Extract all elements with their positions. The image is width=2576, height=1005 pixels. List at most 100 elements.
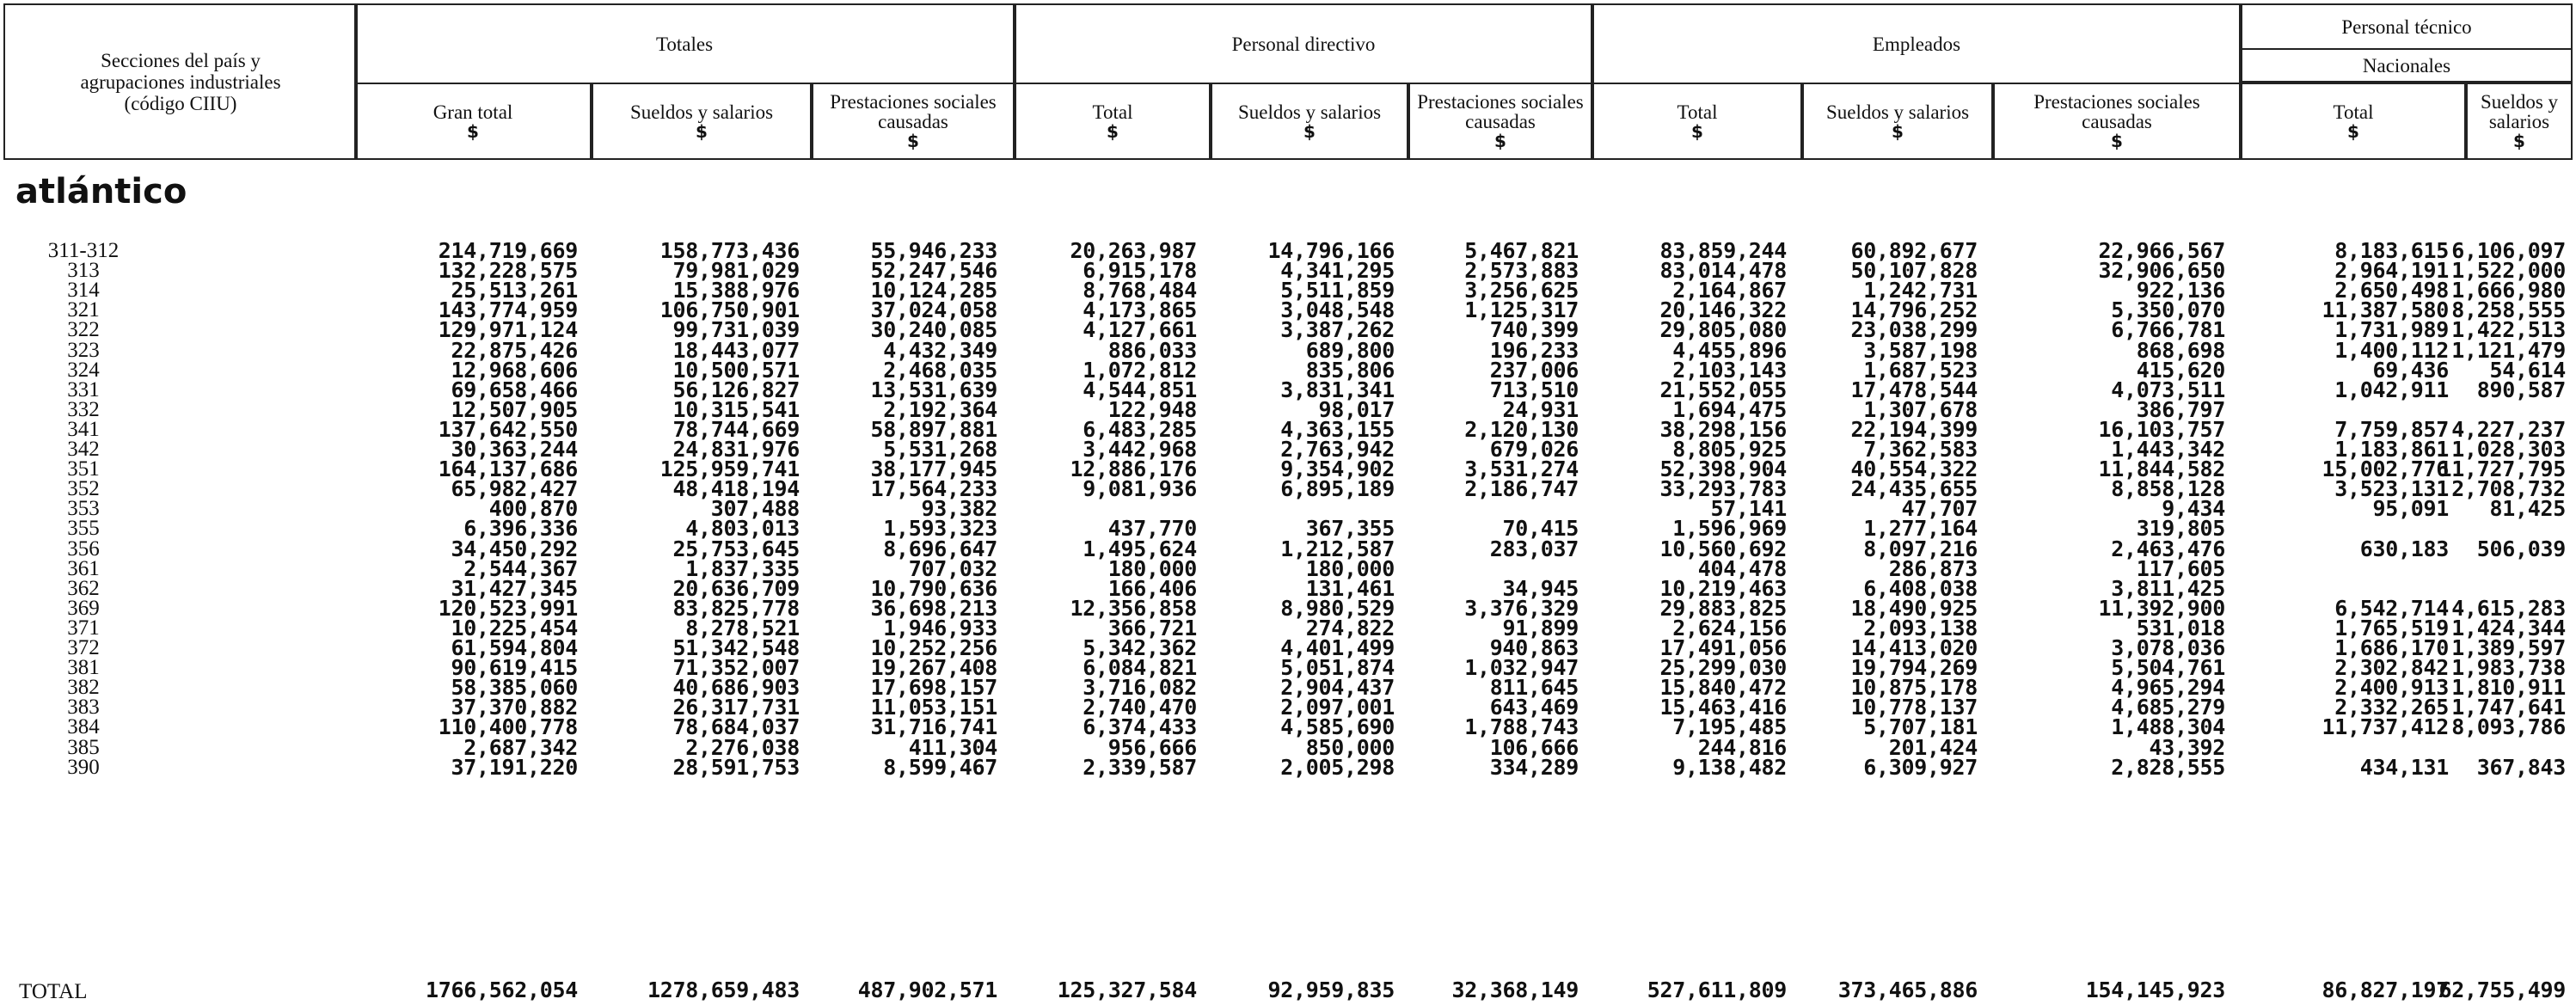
table-cell: 5,707,181 xyxy=(1863,714,1978,740)
table-cell: 404,478 xyxy=(1697,555,1788,581)
table-row: 352 65,982,427 48,418,194 17,564,233 9,081,9… xyxy=(0,476,2576,502)
table-cell: 2,544,367 xyxy=(463,555,578,581)
table-cell: 83,859,244 xyxy=(1659,238,1787,263)
table-cell: 6,309,927 xyxy=(1863,754,1978,780)
table-cell: 90,619,415 xyxy=(451,655,578,681)
table-cell: 2,120,130 xyxy=(1464,416,1579,442)
table-cell: 5,051,874 xyxy=(1280,655,1395,681)
table-cell: 11,727,795 xyxy=(2438,457,2566,482)
table-cell: 415,620 xyxy=(2136,357,2226,383)
table-cell: 15,463,416 xyxy=(1659,695,1787,720)
table-cell: 1,443,342 xyxy=(2111,437,2225,462)
ciiu-code: 331 xyxy=(67,377,100,401)
table-cell: 6,483,285 xyxy=(1083,416,1197,442)
ciiu-code: 351 xyxy=(67,457,100,481)
table-cell: 57,141 xyxy=(1710,496,1787,522)
column-header-label: Prestaciones sociales causadas xyxy=(1417,91,1584,132)
column-header: Sueldos y salarios $ xyxy=(1211,83,1408,160)
table-cell: 20,636,709 xyxy=(672,575,800,601)
ciiu-code: 313 xyxy=(67,259,100,283)
table-row: 382 58,385,060 40,686,903 17,698,157 3,716,0… xyxy=(0,677,2576,698)
table-cell: 120,523,991 xyxy=(438,595,579,621)
table-cell: 10,790,636 xyxy=(870,575,997,601)
table-cell: 2,400,913 xyxy=(2334,675,2449,701)
column-header-label: Sueldos y salarios xyxy=(2480,91,2559,132)
table-cell: 14,413,020 xyxy=(1850,635,1978,660)
table-cell: 7,759,857 xyxy=(2334,416,2449,442)
table-cell: 65,982,427 xyxy=(451,476,578,502)
table-cell: 2,332,265 xyxy=(2334,695,2449,720)
table-cell: 11,387,580 xyxy=(2321,297,2449,323)
table-cell: 143,774,959 xyxy=(438,297,579,323)
table-cell: 4,341,295 xyxy=(1280,258,1395,284)
ciiu-code: 381 xyxy=(67,656,100,680)
column-header-label: Gran total xyxy=(432,101,513,123)
table-cell: 132,228,575 xyxy=(438,258,579,284)
table-cell: 1,125,317 xyxy=(1464,297,1579,323)
table-cell: 26,317,731 xyxy=(672,695,800,720)
table-cell: 24,931 xyxy=(1502,396,1579,422)
ciiu-code: 323 xyxy=(67,338,100,362)
table-cell: 4,965,294 xyxy=(2111,675,2225,701)
table-cell: 4,173,865 xyxy=(1083,297,1197,323)
table-cell: 2,624,156 xyxy=(1672,615,1787,640)
table-cell: 1,242,731 xyxy=(1863,278,1978,303)
table-cell: 17,478,544 xyxy=(1850,377,1978,402)
table-cell: 283,037 xyxy=(1489,536,1579,561)
table-cell: 37,370,882 xyxy=(451,695,578,720)
table-cell: 37,024,058 xyxy=(870,297,997,323)
table-cell: 17,491,056 xyxy=(1659,635,1787,660)
table-cell: 11,053,151 xyxy=(870,695,997,720)
ciiu-code: 353 xyxy=(67,497,100,521)
table-cell: 15,002,776 xyxy=(2321,457,2449,482)
table-cell: 3,376,329 xyxy=(1464,595,1579,621)
table-cell: 1,946,933 xyxy=(883,615,997,640)
ciiu-code: 352 xyxy=(67,477,100,501)
table-row: 342 30,363,244 24,831,976 5,531,268 3,442,96… xyxy=(0,437,2576,462)
table-cell: 6,542,714 xyxy=(2334,595,2449,621)
table-row: 332 12,507,905 10,315,541 2,192,364 122,948 9… xyxy=(0,396,2576,422)
table-cell: 31,716,741 xyxy=(870,714,997,740)
table-cell: 166,406 xyxy=(1107,575,1198,601)
table-cell: 19,794,269 xyxy=(1850,655,1978,681)
table-cell: 707,032 xyxy=(908,555,998,581)
table-cell: 137,642,550 xyxy=(438,416,579,442)
total-cell: 62,755,499 xyxy=(2438,977,2566,1002)
table-row: 311-312 214,719,669 158,773,436 55,946,233 2… xyxy=(0,238,2576,263)
ciiu-code: 383 xyxy=(67,696,100,720)
table-cell: 1,765,519 xyxy=(2334,615,2449,640)
column-header: Sueldos y salarios $ xyxy=(1802,83,1993,160)
table-cell: 12,356,858 xyxy=(1070,595,1197,621)
table-cell: 6,084,821 xyxy=(1083,655,1197,681)
column-header-unit: $ xyxy=(1892,120,1904,142)
table-cell: 2,687,342 xyxy=(463,734,578,760)
table-cell: 38,298,156 xyxy=(1659,416,1787,442)
table-cell: 4,544,851 xyxy=(1083,377,1197,402)
table-cell: 56,126,827 xyxy=(672,377,800,402)
table-cell: 17,564,233 xyxy=(870,476,997,502)
column-header-unit: $ xyxy=(696,120,708,142)
column-header: Total $ xyxy=(2241,83,2466,160)
subgroup-header-label: Nacionales xyxy=(2362,54,2451,77)
table-cell: 334,289 xyxy=(1489,754,1579,780)
table-cell: 69,436 xyxy=(2372,357,2449,383)
table-cell: 6,915,178 xyxy=(1083,258,1197,284)
column-header-unit: $ xyxy=(1303,120,1316,142)
column-header-unit: $ xyxy=(2513,131,2525,151)
table-row: 324 12,968,606 10,500,571 2,468,035 1,072,81… xyxy=(0,357,2576,383)
table-cell: 21,552,055 xyxy=(1659,377,1787,402)
table-cell: 17,698,157 xyxy=(870,675,997,701)
table-cell: 811,645 xyxy=(1489,675,1579,701)
column-header-label: Total xyxy=(1677,101,1718,123)
table-cell: 22,875,426 xyxy=(451,337,578,363)
table-cell: 1,042,911 xyxy=(2334,377,2449,402)
table-cell: 34,450,292 xyxy=(451,536,578,561)
table-cell: 20,146,322 xyxy=(1659,297,1787,323)
column-header-label: Sueldos y salarios xyxy=(1237,101,1382,123)
table-cell: 2,964,191 xyxy=(2334,258,2449,284)
table-cell: 1,183,861 xyxy=(2334,437,2449,462)
table-cell: 237,006 xyxy=(1489,357,1579,383)
row-label-header: Secciones del país y agrupaciones indust… xyxy=(3,3,358,160)
table-cell: 25,299,030 xyxy=(1659,655,1787,681)
table-cell: 1,747,641 xyxy=(2451,695,2566,720)
